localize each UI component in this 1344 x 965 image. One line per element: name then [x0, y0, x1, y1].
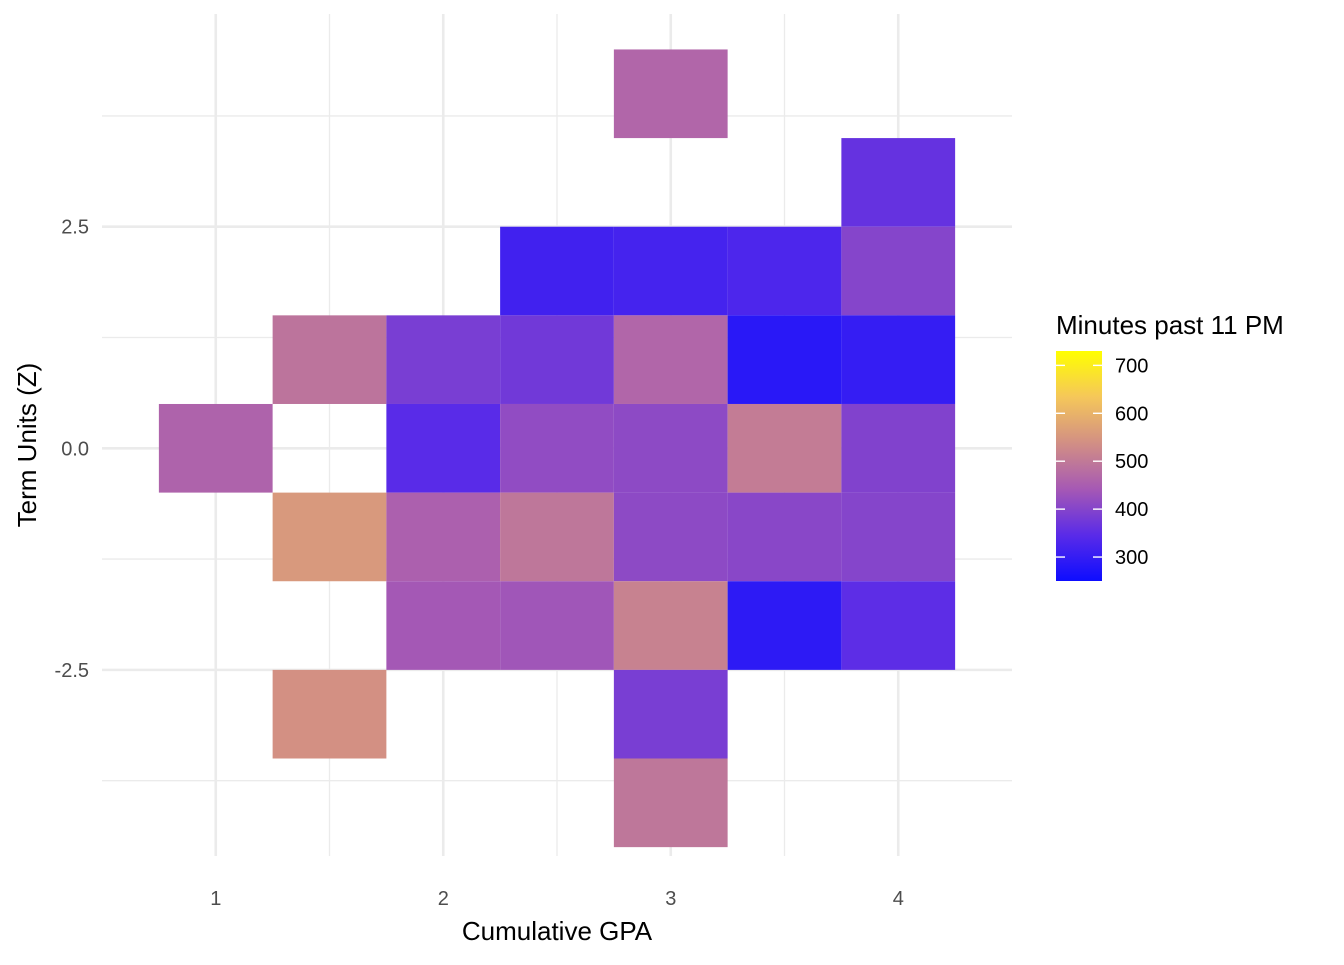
- heatmap-cell: [272, 669, 387, 759]
- heatmap-cell: [613, 49, 728, 139]
- x-tick-label: 2: [438, 888, 449, 910]
- legend-tick-label: 400: [1115, 499, 1148, 521]
- heatmap-cell: [727, 315, 842, 404]
- color-legend: Minutes past 11 PM 300 400 500 600 700: [1056, 310, 1284, 581]
- heatmap-cell: [727, 226, 842, 316]
- heatmap-cell: [841, 403, 956, 493]
- heatmap-cell: [841, 138, 956, 227]
- heatmap-cell: [272, 492, 387, 582]
- legend-ticks: 300 400 500 600 700: [1056, 355, 1148, 569]
- legend-tick-label: 500: [1115, 451, 1148, 473]
- legend-colorbar: [1056, 351, 1102, 581]
- heatmap-cell: [386, 492, 501, 582]
- heatmap-cell: [500, 403, 614, 493]
- heatmap-cell: [613, 581, 728, 670]
- legend-tick-label: 700: [1115, 355, 1148, 377]
- y-tick-label: 2.5: [61, 217, 89, 239]
- x-tick-label: 1: [210, 888, 221, 910]
- heatmap-cells: [158, 49, 956, 848]
- heatmap-cell: [841, 581, 956, 670]
- heatmap-cell: [386, 315, 501, 404]
- axis-tick-labels: 1 2 3 4 -2.5 0.0 2.5: [55, 217, 904, 910]
- y-tick-label: -2.5: [55, 660, 89, 682]
- heatmap-cell: [727, 581, 842, 670]
- heatmap-cell: [158, 403, 273, 493]
- heatmap-cell: [500, 226, 614, 316]
- x-tick-label: 3: [665, 888, 676, 910]
- heatmap-cell: [613, 315, 728, 404]
- heatmap-cell: [613, 226, 728, 316]
- heatmap-cell: [727, 492, 842, 582]
- heatmap-cell: [841, 315, 956, 404]
- heatmap-cell: [727, 403, 842, 493]
- legend-tick-label: 600: [1115, 403, 1148, 425]
- legend-tick-label: 300: [1115, 547, 1148, 569]
- y-tick-label: 0.0: [61, 438, 89, 460]
- legend-title: Minutes past 11 PM: [1056, 310, 1284, 340]
- heatmap-cell: [500, 315, 614, 404]
- heatmap-cell: [613, 492, 728, 582]
- heatmap-cell: [500, 581, 614, 670]
- x-tick-label: 4: [893, 888, 904, 910]
- heatmap-cell: [613, 669, 728, 759]
- y-axis-title: Term Units (Z): [12, 363, 42, 528]
- heatmap-cell: [613, 758, 728, 848]
- heatmap-cell: [613, 403, 728, 493]
- heatmap-cell: [841, 226, 956, 316]
- heatmap-cell: [386, 403, 501, 493]
- heatmap-cell: [386, 581, 501, 670]
- heatmap-cell: [500, 492, 614, 582]
- heatmap-cell: [841, 492, 956, 582]
- x-axis-title: Cumulative GPA: [462, 916, 653, 946]
- heatmap-cell: [272, 315, 387, 404]
